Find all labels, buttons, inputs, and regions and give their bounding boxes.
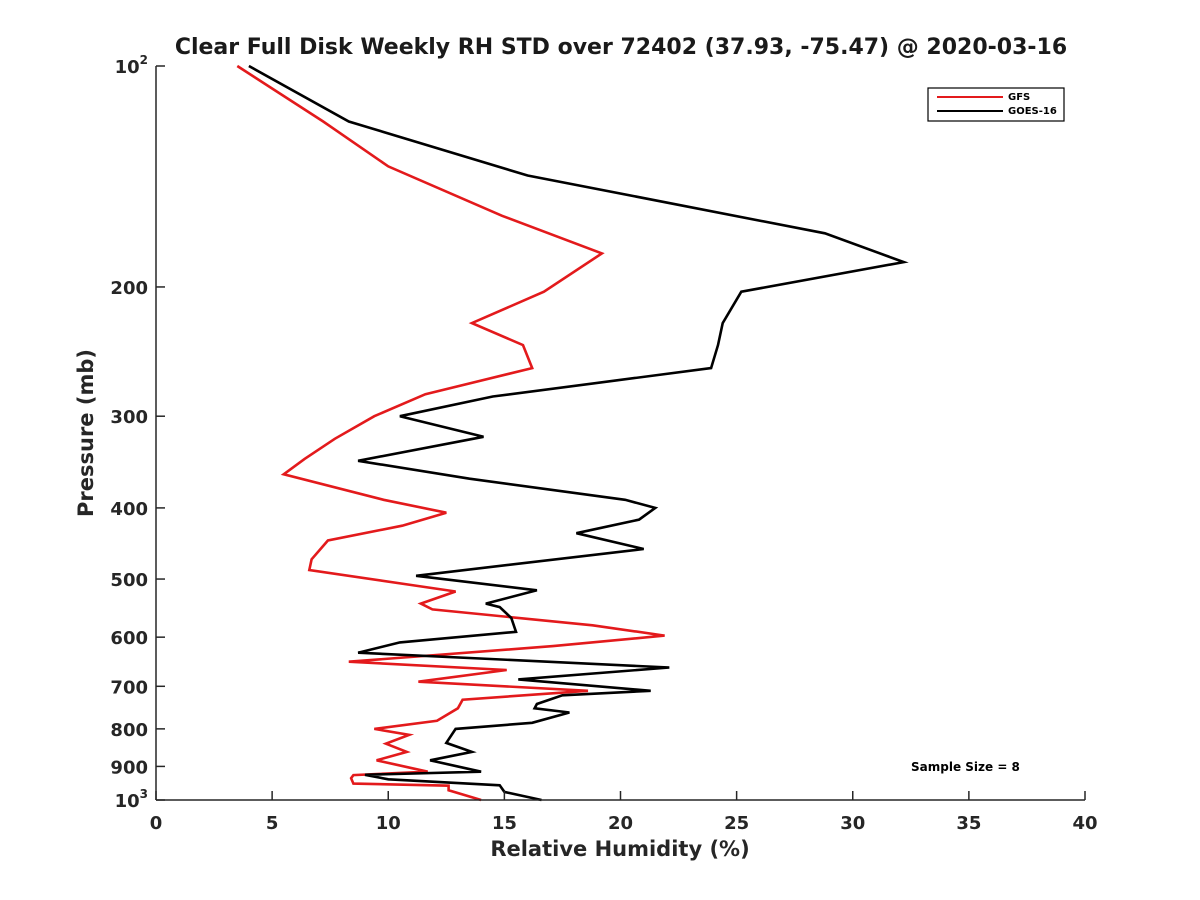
- series-layer: [236, 64, 909, 802]
- legend-box: [927, 87, 1065, 122]
- legend-label-goes-16: GOES-16: [1008, 106, 1057, 117]
- x-tick-label: 35: [956, 813, 981, 834]
- y-ticks: 102 200 300 400 500 600 700 800 900 103: [110, 53, 165, 812]
- y-tick-label: 700: [110, 677, 148, 698]
- x-tick-label: 15: [492, 813, 517, 834]
- y-tick-label: 400: [110, 499, 148, 520]
- y-tick-label: 600: [110, 628, 148, 649]
- x-ticks: 0 5 10 15 20 25 30 35 40: [150, 791, 1098, 834]
- y-tick-label: 500: [110, 570, 148, 591]
- y-tick-label: 200: [110, 278, 148, 299]
- series-line-gfs: [236, 64, 665, 802]
- chart-title: Clear Full Disk Weekly RH STD over 72402…: [175, 35, 1067, 60]
- y-tick-label: 103: [115, 787, 148, 812]
- y-tick-label: 800: [110, 720, 148, 741]
- x-tick-label: 25: [724, 813, 749, 834]
- x-tick-label: 30: [840, 813, 865, 834]
- x-axis-label: Relative Humidity (%): [490, 837, 749, 861]
- legend-label-gfs: GFS: [1008, 92, 1030, 103]
- series-line-goes-16: [248, 64, 909, 802]
- y-tick-label: 900: [110, 757, 148, 778]
- y-axis-label: Pressure (mb): [74, 349, 98, 517]
- y-tick-label: 300: [110, 407, 148, 428]
- x-tick-label: 5: [266, 813, 279, 834]
- legend: GFS GOES-16: [927, 87, 1065, 122]
- x-tick-label: 0: [150, 813, 163, 834]
- sample-size-annotation: Sample Size = 8: [911, 760, 1020, 774]
- x-tick-label: 10: [376, 813, 401, 834]
- x-tick-label: 20: [608, 813, 633, 834]
- y-tick-label: 102: [115, 53, 148, 78]
- x-tick-label: 40: [1072, 813, 1097, 834]
